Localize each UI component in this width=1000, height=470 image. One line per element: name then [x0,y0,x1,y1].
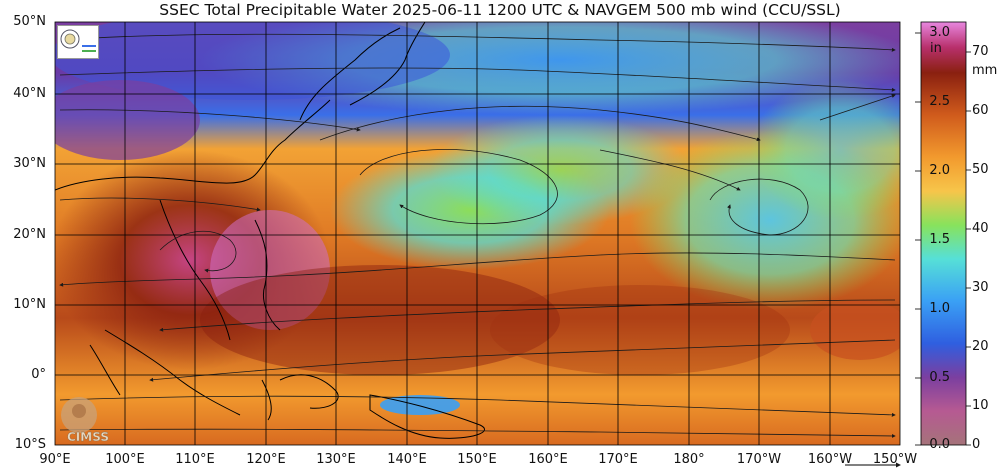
colorbar-mm-tick: 30 [972,280,989,295]
colorbar-in-tick: 1.5 [929,232,950,247]
coastlines [55,22,485,439]
colorbar-unit-in: in [930,41,942,56]
lon-label: 180° [673,452,705,467]
lat-label: 0° [31,367,46,382]
lon-label: 160°E [528,452,568,467]
colorbar-in-tick: 1.0 [929,301,950,316]
colorbar-mm-tick: 10 [972,398,989,413]
lon-label: 110°E [175,452,215,467]
lon-label: 140°E [387,452,427,467]
wind-streamlines [59,33,896,438]
lon-label: 90°E [39,452,71,467]
lon-label: 100°E [105,452,145,467]
colorbar-in-tick: 0.5 [929,370,950,385]
lon-label: 170°E [598,452,638,467]
colorbar-unit-mm: mm [972,63,998,78]
graticule [54,21,901,446]
colorbar-in-tick: 2.5 [929,94,950,109]
colorbar-mm-tick: 0 [972,437,981,452]
colorbar-mm-tick: 60 [972,103,989,118]
colorbar-mm-tick: 50 [972,162,989,177]
cimss-logo-text: CIMSS [67,430,109,444]
lon-label: 150°E [457,452,497,467]
lon-label: 130°E [316,452,356,467]
lon-label: 120°E [246,452,286,467]
lat-label: 10°S [14,437,46,452]
colorbar-mm-tick: 70 [972,44,989,59]
map-title: SSEC Total Precipitable Water 2025-06-11… [159,1,841,19]
colorbar-in-tick: 2.0 [929,163,950,178]
colorbar-mm-tick: 20 [972,339,989,354]
colorbar [920,21,967,446]
lat-label: 30°N [13,156,46,171]
colorbar-mm-tick: 40 [972,221,989,236]
ssec-seal-icon [57,25,99,59]
lon-label: 150°W [872,452,918,467]
lon-label: 170°W [736,452,782,467]
lat-label: 50°N [13,14,46,29]
colorbar-in-tick: 0.0 [929,437,950,452]
lat-label: 20°N [13,227,46,242]
colorbar-in-tick: 3.0 [929,25,950,40]
lat-label: 10°N [13,297,46,312]
lon-label: 160°W [807,452,853,467]
cimss-logo: CIMSS [57,395,127,445]
lat-label: 40°N [13,86,46,101]
